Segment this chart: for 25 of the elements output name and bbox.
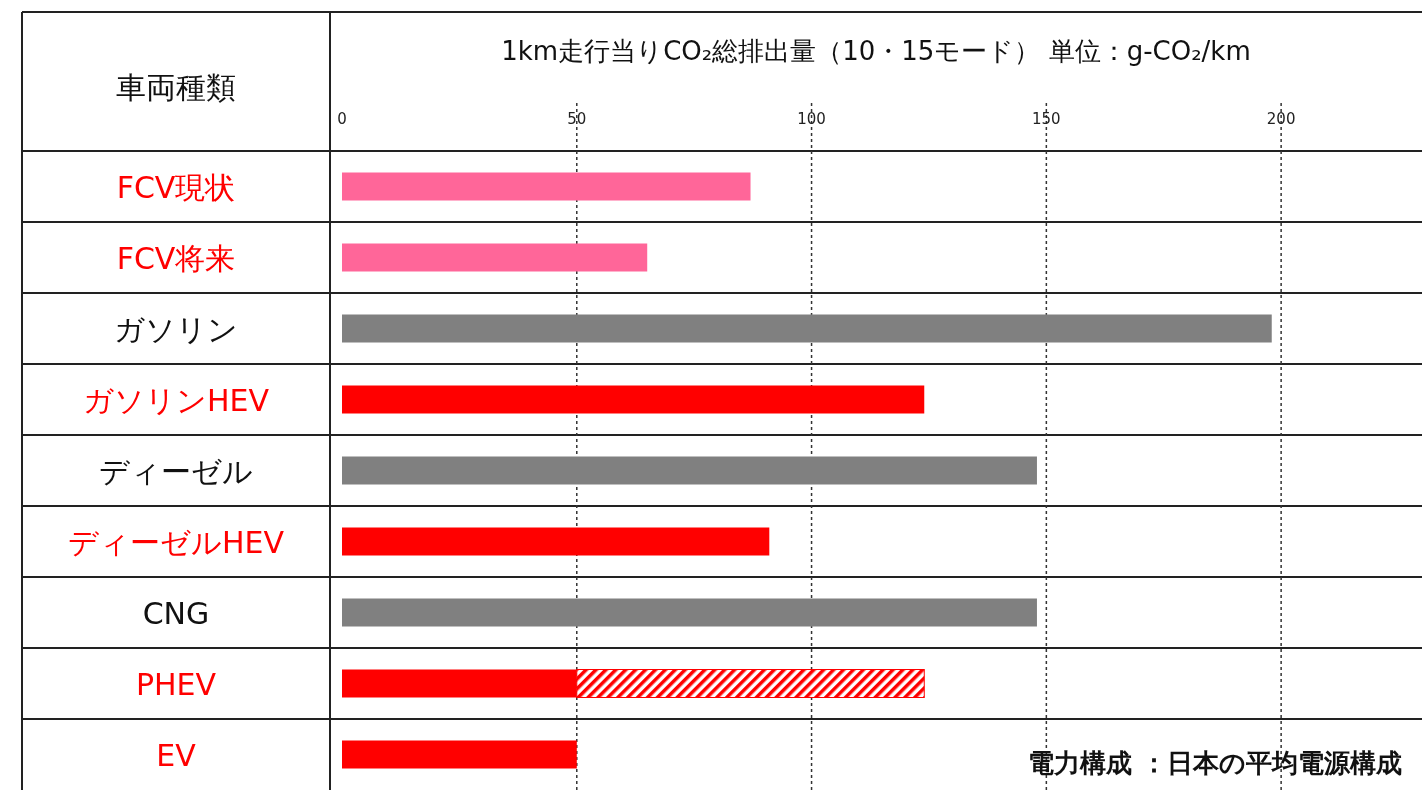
y-tick-label: CNG <box>142 595 210 631</box>
y-tick-label: ガソリン <box>114 311 238 347</box>
bar <box>342 243 648 272</box>
bar <box>342 456 1037 485</box>
y-tick-label: FCV将来 <box>116 240 236 276</box>
x-tick-label: 50 <box>567 110 587 128</box>
x-tick-label: 100 <box>797 110 826 128</box>
y-axis-title: 車両種類 <box>116 70 236 105</box>
annotation: 電力構成 ：日本の平均電源構成 <box>1027 748 1402 778</box>
bar <box>342 385 925 414</box>
x-tick-label: 200 <box>1266 110 1296 128</box>
y-tick-label: ディーゼル <box>99 453 253 489</box>
y-tick-label: EV <box>156 737 197 773</box>
bar <box>342 598 1037 627</box>
chart-title: 1km走行当りCO₂総排出量（10・15モード） 単位：g-CO₂/km <box>501 36 1251 66</box>
y-tick-label: FCV現状 <box>116 169 236 205</box>
bar <box>342 740 577 769</box>
x-tick-label: 150 <box>1032 110 1061 128</box>
bar <box>342 314 1272 343</box>
y-tick-label: PHEV <box>135 666 217 702</box>
y-tick-label: ガソリンHEV <box>82 382 270 418</box>
y-tick-label: ディーゼルHEV <box>67 524 285 560</box>
x-tick-label: 0 <box>337 110 347 128</box>
bar <box>342 527 770 556</box>
bar <box>342 172 751 201</box>
